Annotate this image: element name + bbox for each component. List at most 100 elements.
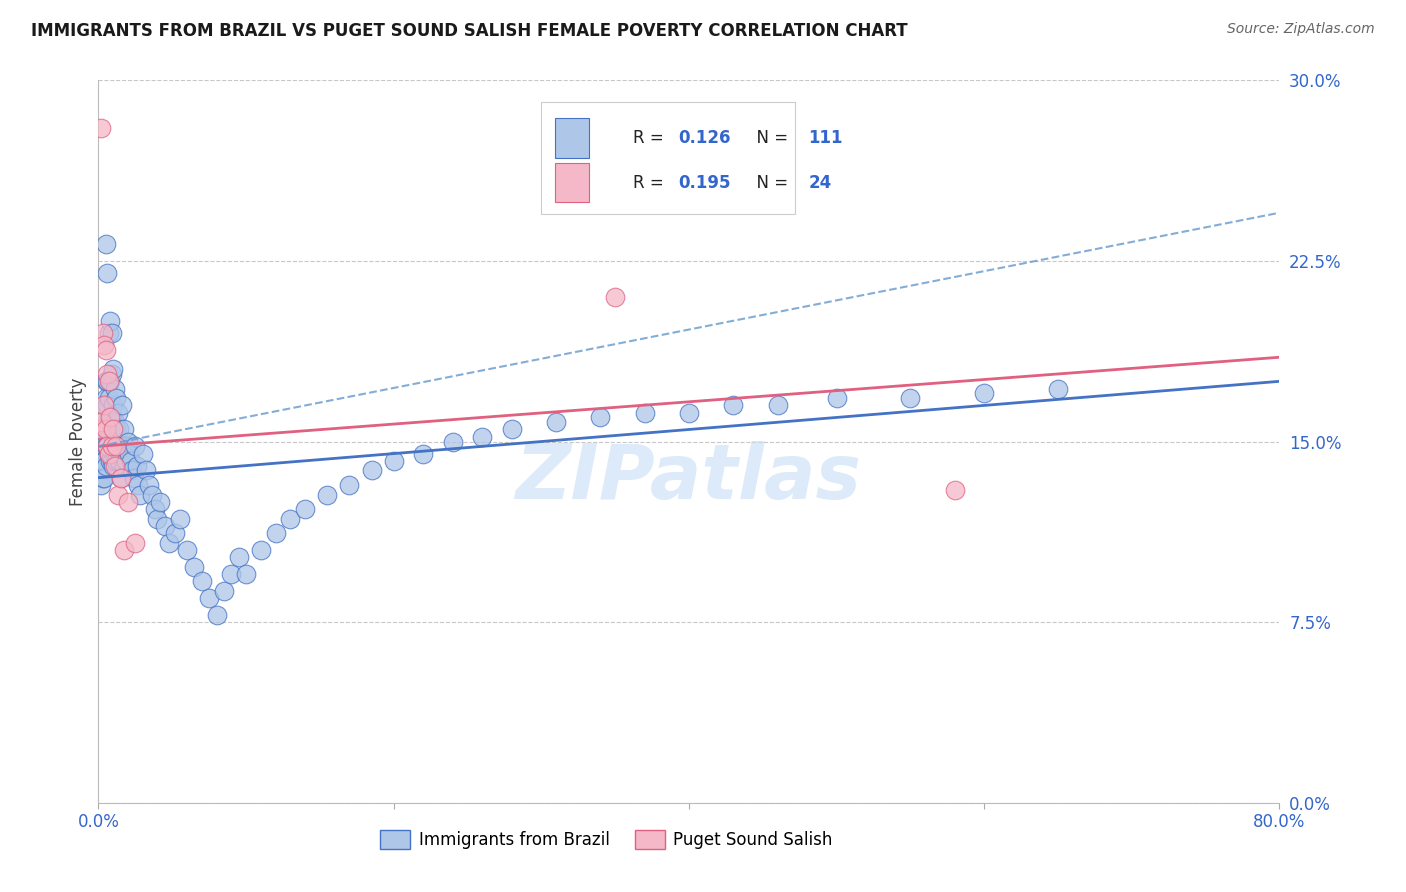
Point [546,415,568,429]
Point [96,266,118,280]
Point [90,463,112,477]
Text: 0.195: 0.195 [678,174,731,192]
Point [89,458,111,473]
Point [176,542,198,557]
Point [97,326,120,340]
Point [93,422,115,436]
Point [250,542,273,557]
Point [441,434,464,449]
Point [103,458,125,473]
Point [114,439,136,453]
Point [183,559,205,574]
Point [110,439,132,453]
Y-axis label: Female Poverty: Female Poverty [69,377,87,506]
Point [93,439,115,453]
Point [105,391,128,405]
Text: IMMIGRANTS FROM BRAZIL VS PUGET SOUND SALISH FEMALE POVERTY CORRELATION CHART: IMMIGRANTS FROM BRAZIL VS PUGET SOUND SA… [31,22,907,40]
Point [149,494,172,508]
Point [112,422,135,436]
Point [90,434,112,449]
Text: 111: 111 [808,128,842,147]
Point [103,422,125,436]
Legend: Immigrants from Brazil, Puget Sound Salish: Immigrants from Brazil, Puget Sound Sali… [374,823,839,856]
Point [98,314,121,328]
Point [766,398,789,412]
Point [120,454,142,468]
Point [94,391,117,405]
Text: 24: 24 [808,174,831,192]
Point [108,422,131,436]
Point [91,398,114,412]
Point [98,410,121,425]
Point [110,470,132,484]
Point [90,415,112,429]
Point [100,326,122,340]
Point [264,526,287,541]
Point [900,391,922,405]
Point [97,446,120,460]
Point [228,550,250,565]
Point [91,326,114,340]
Point [93,454,115,468]
Point [103,398,125,412]
Point [98,454,121,468]
Point [98,374,121,388]
Point [105,422,128,436]
Point [100,410,122,425]
Point [100,367,122,381]
Point [104,446,127,460]
Point [108,454,131,468]
Point [89,422,111,436]
Point [212,583,235,598]
FancyBboxPatch shape [555,118,589,158]
Point [678,406,700,420]
Point [825,391,848,405]
Point [111,439,134,453]
Point [141,487,163,501]
Point [105,454,128,468]
Point [107,439,129,453]
Point [501,422,523,436]
Point [97,446,120,460]
Point [100,439,122,453]
Point [360,463,382,477]
Point [104,382,127,396]
Point [94,343,117,357]
Point [96,439,118,453]
Point [589,410,612,425]
Point [91,458,114,473]
Point [723,398,745,412]
Point [316,487,339,501]
Text: Source: ZipAtlas.com: Source: ZipAtlas.com [1227,22,1375,37]
Text: N =: N = [745,128,793,147]
Point [221,567,243,582]
Point [94,422,117,436]
Point [124,535,146,549]
Point [115,454,138,468]
Point [91,470,114,484]
Point [157,535,180,549]
Point [96,398,118,412]
Text: N =: N = [745,174,793,192]
Point [294,502,316,516]
Point [97,391,120,405]
Point [121,463,143,477]
Point [110,470,132,484]
FancyBboxPatch shape [541,102,796,214]
Point [90,121,112,136]
Point [104,415,127,429]
Point [91,415,114,429]
Point [118,446,141,460]
Point [124,439,146,453]
Point [471,430,494,444]
Point [143,502,166,516]
Point [1046,382,1070,396]
Point [112,542,135,557]
Point [97,374,120,388]
Point [90,446,112,460]
Point [90,478,112,492]
Point [128,487,150,501]
Point [198,591,221,605]
Point [339,478,361,492]
Point [280,511,302,525]
